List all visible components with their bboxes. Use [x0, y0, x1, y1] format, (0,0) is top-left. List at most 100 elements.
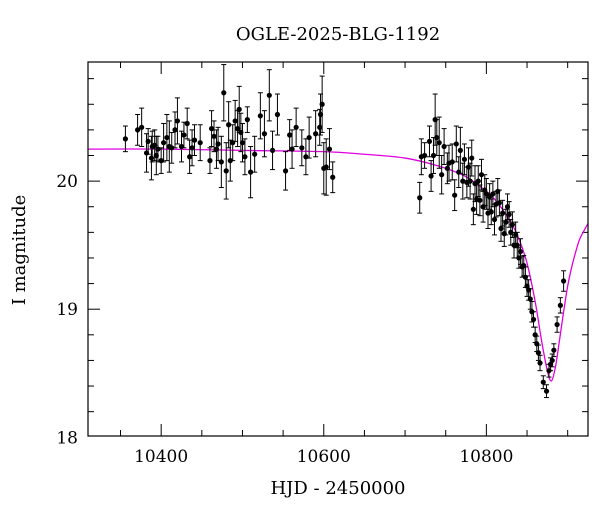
data-point: [530, 316, 537, 323]
data-point: [441, 143, 447, 150]
chart-title: OGLE-2025-BLG-1192: [236, 24, 440, 45]
data-point: [430, 152, 437, 159]
data-point: [266, 92, 272, 98]
data-point: [303, 154, 309, 160]
data-point: [490, 191, 496, 197]
data-point: [122, 136, 128, 142]
data-point: [207, 158, 213, 164]
data-point: [500, 210, 506, 216]
data-point: [244, 117, 250, 123]
data-point: [326, 146, 333, 152]
data-point: [191, 137, 198, 143]
data-point: [319, 101, 325, 107]
data-point: [189, 145, 195, 151]
x-axis-label: HJD - 2450000: [270, 478, 405, 499]
data-point: [169, 145, 175, 151]
data-point: [514, 242, 520, 248]
data-point: [197, 140, 203, 146]
model-curve-group: [88, 148, 588, 382]
data-point: [218, 159, 224, 165]
data-point: [317, 124, 323, 130]
data-point: [242, 154, 248, 160]
data-point: [269, 147, 276, 153]
plot-frame: [87, 61, 589, 437]
data-point: [330, 174, 336, 180]
data-point: [274, 111, 281, 118]
data-point: [449, 159, 455, 165]
data-point: [164, 134, 170, 141]
data-point: [323, 164, 329, 170]
y-tick-label: 19: [56, 300, 78, 320]
data-point: [184, 120, 190, 127]
data-point: [460, 178, 466, 184]
data-point: [221, 90, 227, 96]
data-point: [469, 155, 475, 161]
data-point: [537, 360, 543, 366]
data-point: [236, 106, 242, 112]
data-point: [215, 141, 221, 147]
data-point: [293, 124, 299, 130]
data-point: [232, 118, 238, 124]
data-point: [299, 145, 305, 151]
y-tick-label: 20: [56, 172, 78, 192]
data-point: [557, 302, 563, 308]
data-point: [417, 195, 423, 201]
data-point: [535, 350, 542, 356]
data-point: [475, 178, 481, 184]
data-point: [230, 140, 236, 146]
data-point: [551, 347, 557, 353]
data-point: [287, 132, 293, 138]
data-point: [467, 178, 473, 184]
data-point: [561, 278, 567, 284]
data-point: [478, 172, 485, 178]
data-point: [145, 138, 151, 145]
data-point: [261, 131, 268, 137]
data-point: [239, 140, 246, 146]
data-point: [139, 124, 145, 130]
data-point: [252, 151, 258, 157]
data-point: [313, 131, 319, 137]
data-point: [506, 211, 512, 218]
data-point: [426, 138, 433, 145]
data-point: [178, 143, 185, 150]
data-point: [457, 147, 463, 153]
data-point: [453, 141, 459, 147]
x-tick-label: 10400: [134, 447, 188, 467]
x-tick-label: 10800: [459, 447, 513, 467]
data-point: [181, 132, 187, 138]
data-point: [496, 200, 502, 206]
data-point: [211, 133, 217, 139]
data-point: [549, 357, 555, 364]
data-point: [158, 158, 164, 164]
data-point: [148, 155, 155, 161]
data-points-group: [122, 64, 567, 399]
data-point: [257, 113, 263, 119]
data-point: [491, 216, 498, 223]
y-tick-label: 18: [56, 428, 78, 448]
data-point: [509, 222, 515, 228]
data-point: [439, 172, 445, 178]
model-curve: [88, 148, 588, 382]
y-axis-label: I magnitude: [9, 195, 30, 306]
data-point: [517, 248, 524, 255]
data-point: [436, 140, 442, 146]
data-point: [434, 134, 440, 141]
data-point: [134, 127, 141, 133]
data-point: [248, 169, 254, 175]
data-point: [187, 154, 193, 160]
axis-ticks: 10400 10600 10800 18 19 20: [56, 62, 588, 467]
data-point: [540, 379, 546, 385]
data-point: [488, 209, 494, 215]
data-point: [470, 206, 476, 212]
data-point: [282, 168, 289, 174]
data-point: [172, 127, 178, 133]
data-point: [428, 173, 434, 179]
data-point: [477, 197, 483, 203]
data-point: [543, 388, 550, 394]
data-point: [289, 146, 295, 152]
data-point: [452, 192, 458, 198]
data-point: [421, 152, 428, 159]
data-point: [503, 219, 509, 225]
data-point: [461, 156, 468, 162]
